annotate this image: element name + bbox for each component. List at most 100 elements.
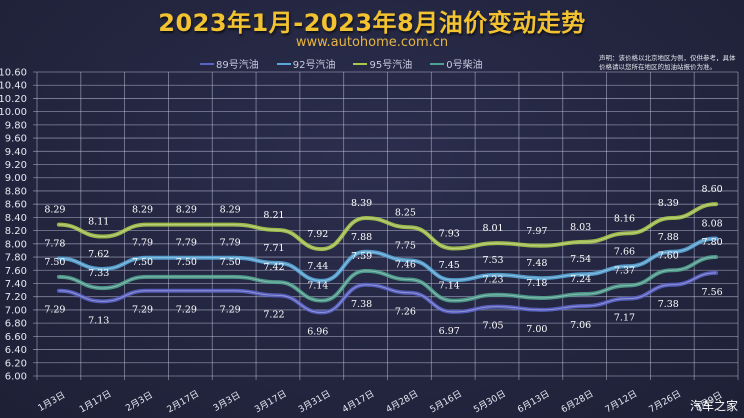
x-tick-label: 1月3日	[36, 390, 67, 414]
data-label: 7.29	[220, 305, 241, 316]
data-label: 7.00	[526, 324, 547, 335]
data-label: 7.66	[614, 246, 635, 257]
grid: 6.00 6.20 6.40 6.60 6.80 7.00 7.20 7.40 7.60 7.80…	[0, 68, 739, 383]
data-label: 7.05	[482, 321, 503, 332]
data-label: 7.37	[614, 265, 635, 276]
data-label: 7.97	[526, 226, 547, 237]
x-tick-label: 5月16日	[428, 388, 464, 415]
series-line: 7.78 7.62 7.79 7.79 7.79 7.71 7.44 7.88 7.75 7.45…	[44, 219, 723, 283]
legend-label: 95号汽油	[369, 60, 413, 71]
data-label: 8.29	[132, 205, 153, 216]
y-tick-label: 9.20	[5, 160, 27, 171]
data-label: 8.11	[88, 217, 109, 228]
x-tick-label: 6月28日	[559, 388, 595, 415]
legend-item-89[interactable]: 89号汽油	[200, 56, 259, 71]
data-label: 6.96	[307, 327, 328, 338]
legend-label: 0号柴油	[446, 60, 483, 71]
data-label: 7.42	[263, 262, 284, 273]
data-label: 7.29	[44, 305, 65, 316]
y-tick-label: 10.40	[0, 81, 27, 92]
data-label: 7.50	[132, 257, 153, 268]
data-label: 7.50	[176, 257, 197, 268]
y-tick-label: 8.00	[5, 239, 27, 250]
data-label: 7.93	[439, 228, 460, 239]
x-tick-label: 3月31日	[297, 388, 333, 415]
x-tick-label: 4月17日	[340, 388, 376, 415]
y-tick-label: 10.60	[0, 68, 27, 79]
data-label: 7.24	[570, 274, 591, 285]
data-label: 7.54	[570, 254, 591, 265]
data-label: 8.39	[351, 198, 372, 209]
x-tick-label: 5月30日	[472, 388, 508, 415]
data-label: 7.38	[658, 299, 679, 310]
legend-swatch	[200, 62, 214, 65]
y-tick-label: 9.40	[5, 147, 27, 158]
y-tick-label: 8.60	[5, 200, 27, 211]
data-label: 6.97	[439, 326, 460, 337]
x-tick-label: 7月12日	[603, 388, 639, 415]
legend-label: 92号汽油	[292, 60, 336, 71]
data-label: 7.26	[395, 307, 416, 318]
data-label: 7.14	[439, 281, 460, 292]
data-label: 7.46	[395, 260, 416, 271]
chart-title: 2023年1月-2023年8月油价变动走势	[158, 9, 586, 37]
data-label: 8.21	[263, 210, 284, 221]
data-label: 7.33	[88, 268, 109, 279]
data-label: 7.71	[263, 243, 284, 254]
legend: 89号汽油 92号汽油 95号汽油 0号柴油	[200, 56, 483, 71]
data-label: 7.45	[439, 260, 460, 271]
y-tick-label: 6.60	[5, 332, 27, 343]
legend-item-92[interactable]: 92号汽油	[276, 56, 336, 71]
y-tick-label: 6.20	[5, 358, 27, 369]
legend-item-0-diesel[interactable]: 0号柴油	[430, 56, 483, 71]
y-tick-label: 7.20	[5, 292, 27, 303]
y-tick-label: 9.60	[5, 134, 27, 145]
data-label: 8.01	[482, 223, 503, 234]
data-label: 7.29	[132, 305, 153, 316]
x-tick-label: 3月17日	[253, 388, 289, 415]
x-tick-label: 2月17日	[165, 388, 201, 415]
data-label: 8.29	[220, 205, 241, 216]
y-tick-label: 7.00	[5, 305, 27, 316]
data-label: 7.29	[176, 305, 197, 316]
data-label: 7.79	[132, 238, 153, 249]
data-label: 7.53	[482, 255, 503, 266]
data-label: 7.23	[482, 275, 503, 286]
legend-swatch	[276, 62, 291, 65]
x-tick-label: 2月3日	[124, 390, 155, 414]
x-tick-label: 3月3日	[211, 390, 242, 414]
data-label: 7.50	[220, 257, 241, 268]
data-label: 7.88	[658, 232, 679, 243]
data-label: 8.29	[176, 205, 197, 216]
y-tick-label: 7.60	[5, 266, 27, 277]
data-label: 7.75	[395, 240, 416, 251]
legend-swatch	[353, 62, 368, 65]
y-tick-label: 8.20	[5, 226, 27, 237]
data-label: 7.18	[526, 278, 547, 289]
data-label: 7.88	[351, 232, 372, 243]
data-label: 7.06	[570, 320, 591, 331]
x-tick-label: 6月13日	[516, 388, 552, 415]
data-label: 7.62	[88, 249, 109, 260]
data-label: 7.17	[614, 313, 635, 324]
y-tick-label: 6.40	[5, 345, 27, 356]
y-tick-label: 8.40	[5, 213, 27, 224]
y-tick-label: 9.00	[5, 173, 27, 184]
data-label: 8.03	[570, 222, 591, 233]
data-label: 8.25	[395, 207, 416, 218]
legend-swatch	[430, 62, 445, 65]
data-label: 7.38	[351, 299, 372, 310]
data-label: 7.60	[658, 250, 679, 261]
data-label: 7.13	[88, 315, 109, 326]
data-label: 7.79	[220, 238, 241, 249]
y-tick-label: 6.80	[5, 319, 27, 330]
data-label: 7.80	[702, 237, 723, 248]
y-tick-label: 10.00	[0, 107, 27, 118]
legend-item-95[interactable]: 95号汽油	[353, 56, 412, 71]
x-tick-label: 1月17日	[77, 388, 113, 415]
watermark-logo: 汽车之家	[689, 399, 738, 413]
y-tick-label: 6.00	[5, 372, 27, 383]
data-label: 7.50	[44, 257, 65, 268]
data-label: 7.79	[176, 238, 197, 249]
